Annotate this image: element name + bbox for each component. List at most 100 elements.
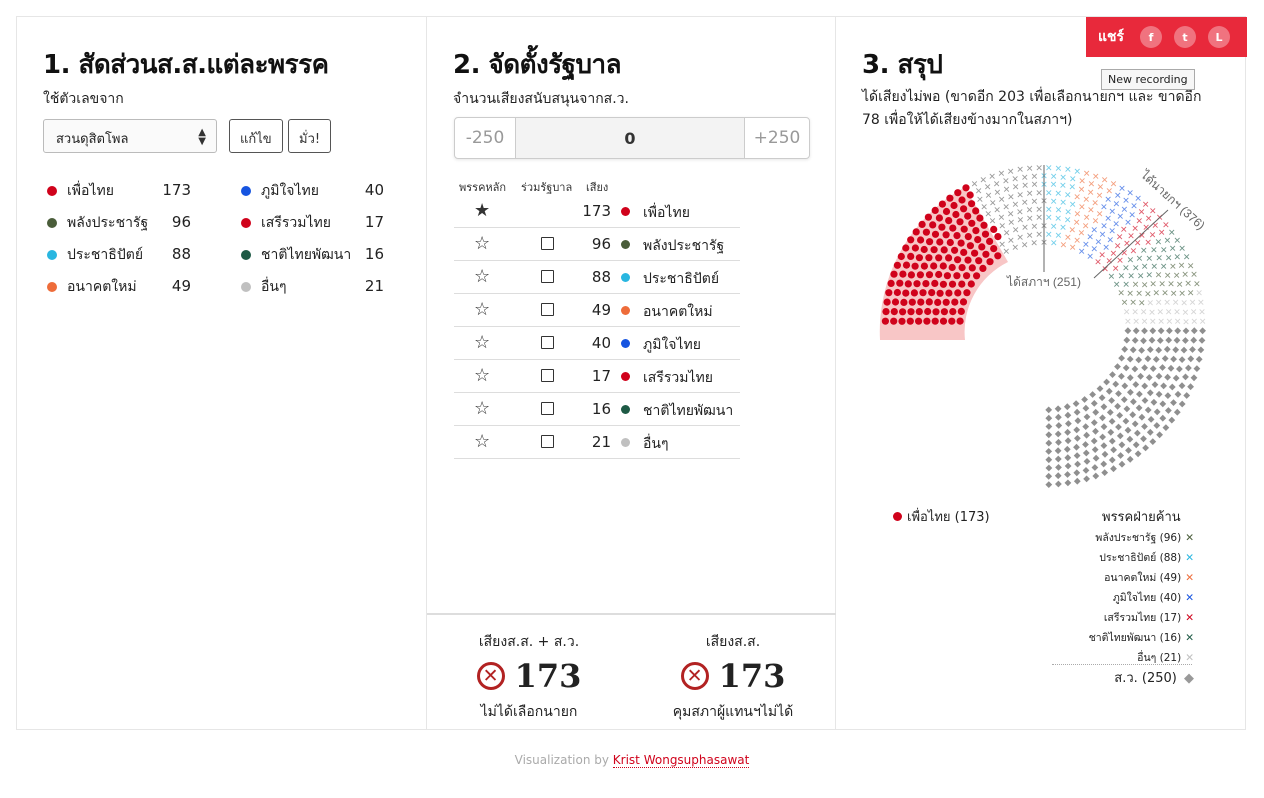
x-mark-icon: ✕ [1185,632,1194,644]
random-button[interactable]: มั่ว! [288,119,332,153]
coalition-row: ★ 173 เพื่อไทย [454,194,740,228]
coalition-checkbox[interactable] [541,237,554,250]
government-legend: เพื่อไทย (173) [893,506,990,527]
result-total-status: ไม่ได้เลือกนายก [480,704,578,720]
opposition-legend-item: อื่นๆ (21) ✕ [1137,649,1194,666]
tooltip: New recording [1101,69,1195,90]
legend-divider [1052,664,1192,665]
star-outline-icon[interactable]: ☆ [474,266,491,287]
party-seats-panel: 1. สัดส่วนส.ส.แต่ละพรรค ใช้ตัวเลขจาก สวน… [17,16,427,730]
party-item: เสรีรวมไทย [241,212,331,234]
coalition-row: ☆ 96 พลังประชารัฐ [454,227,740,261]
coalition-row: ☆ 21 อื่นๆ [454,425,740,459]
star-outline-icon[interactable]: ☆ [474,431,491,452]
opposition-party-label: ภูมิใจไทย (40) [1112,592,1182,604]
opposition-legend-item: ชาติไทยพัฒนา (16) ✕ [1089,629,1194,646]
twitter-icon[interactable]: t [1174,26,1197,48]
government-legend-label: เพื่อไทย (173) [907,510,990,525]
opposition-legend-item: ประชาธิปัตย์ (88) ✕ [1099,549,1194,566]
row-votes: 16 [591,400,611,418]
legend-dot [893,512,902,521]
main-frame [16,16,1246,730]
opposition-title: พรรคฝ่ายค้าน [1102,510,1181,525]
footer: Visualization by Krist Wongsuphasawat [0,753,1264,768]
chevron-updown-icon: ▲ ▼ [198,127,206,147]
result-total-votes: เสียงส.ส. + ส.ว. ✕ 173 ไม่ได้เลือกนายก [427,615,631,723]
coalition-checkbox[interactable] [541,303,554,316]
row-party-name: ประชาธิปัตย์ [643,271,720,287]
row-votes: 173 [582,202,611,220]
party-color-dot [47,282,57,292]
coalition-checkbox[interactable] [541,270,554,283]
party-color-dot [621,273,630,282]
coalition-row: ☆ 49 อนาคตใหม่ [454,293,740,327]
increment-button[interactable]: +250 [753,128,801,148]
facebook-icon[interactable]: f [1140,26,1163,48]
star-outline-icon[interactable]: ☆ [474,332,491,353]
party-item: ชาติไทยพัฒนา [241,244,351,266]
party-color-dot [621,438,630,447]
coalition-checkbox[interactable] [541,369,554,382]
star-outline-icon[interactable]: ☆ [474,365,491,386]
star-outline-icon[interactable]: ☆ [474,299,491,320]
x-mark-icon: ✕ [1185,552,1194,564]
coalition-row: ☆ 88 ประชาธิปัตย์ [454,260,740,294]
party-name: อนาคตใหม่ [67,279,137,295]
opposition-party-label: ชาติไทยพัฒนา (16) [1088,632,1182,644]
opposition-party-label: พลังประชารัฐ (96) [1095,532,1182,544]
edit-button[interactable]: แก้ไข [229,119,283,153]
party-name: พลังประชารัฐ [67,215,149,231]
party-color-dot [241,250,251,260]
row-party-name: เพื่อไทย [643,205,690,221]
party-item: เพื่อไทย [47,180,114,202]
coalition-panel: 2. จัดตั้งรัฐบาล จำนวนเสียงสนับสนุนจากส.… [427,16,836,730]
row-party-name: เสรีรวมไทย [643,370,713,386]
x-mark-icon: ✕ [1185,592,1194,604]
header-main-party: พรรคหลัก [459,181,507,194]
opposition-legend-item: เสรีรวมไทย (17) ✕ [1104,609,1194,626]
header-coalition: ร่วมรัฐบาล [521,181,573,194]
coalition-checkbox[interactable] [541,402,554,415]
party-name: ประชาธิปัตย์ [67,247,144,263]
row-party-name: อื่นๆ [643,436,669,452]
senate-legend-label: ส.ว. (250) [1114,671,1177,686]
party-color-dot [621,207,630,216]
diamond-icon: ◆ [1184,671,1194,686]
opposition-legend-item: พลังประชารัฐ (96) ✕ [1095,529,1194,546]
result-house-votes: เสียงส.ส. ✕ 173 คุมสภาผู้แทนฯไม่ได้ [631,615,835,723]
poll-source-select[interactable]: สวนดุสิตโพล ▲ ▼ [43,119,217,153]
party-item: ภูมิใจไทย [241,180,319,202]
line-icon[interactable]: L [1208,26,1231,48]
party-color-dot [241,186,251,196]
decrement-button[interactable]: -250 [465,128,505,148]
coalition-row: ☆ 40 ภูมิใจไทย [454,326,740,360]
party-seat-count: 173 [162,181,191,199]
opposition-party-label: ประชาธิปัตย์ (88) [1099,552,1182,564]
result-total-title: เสียงส.ส. + ส.ว. [478,634,580,650]
row-votes: 17 [591,367,611,385]
summary-text: ได้เสียงไม่พอ (ขาดอีก 203 เพื่อเลือกนายก… [862,89,1202,128]
result-house-status: คุมสภาผู้แทนฯไม่ได้ [672,704,794,720]
coalition-checkbox[interactable] [541,336,554,349]
row-party-name: อนาคตใหม่ [643,304,713,320]
coalition-row: ☆ 17 เสรีรวมไทย [454,359,740,393]
row-votes: 49 [591,301,611,319]
star-outline-icon[interactable]: ☆ [474,398,491,419]
row-votes: 88 [591,268,611,286]
party-seat-count: 96 [171,213,191,231]
party-item: ประชาธิปัตย์ [47,244,143,266]
row-party-name: ชาติไทยพัฒนา [643,403,734,419]
star-outline-icon[interactable]: ☆ [474,233,491,254]
star-filled-icon[interactable]: ★ [474,200,491,221]
party-name: เพื่อไทย [67,183,114,199]
opposition-legend-item: อนาคตใหม่ (49) ✕ [1104,569,1194,586]
senate-support-value[interactable]: 0 [515,118,745,158]
share-label: แชร์ [1098,29,1125,45]
author-link[interactable]: Krist Wongsuphasawat [612,753,750,768]
party-color-dot [621,339,630,348]
summary-panel: 3. สรุป ได้เสียงไม่พอ (ขาดอีก 203 เพื่อเ… [836,16,1246,730]
party-name: ชาติไทยพัฒนา [261,247,352,263]
party-color-dot [47,218,57,228]
coalition-checkbox[interactable] [541,435,554,448]
party-name: อื่นๆ [261,279,287,295]
